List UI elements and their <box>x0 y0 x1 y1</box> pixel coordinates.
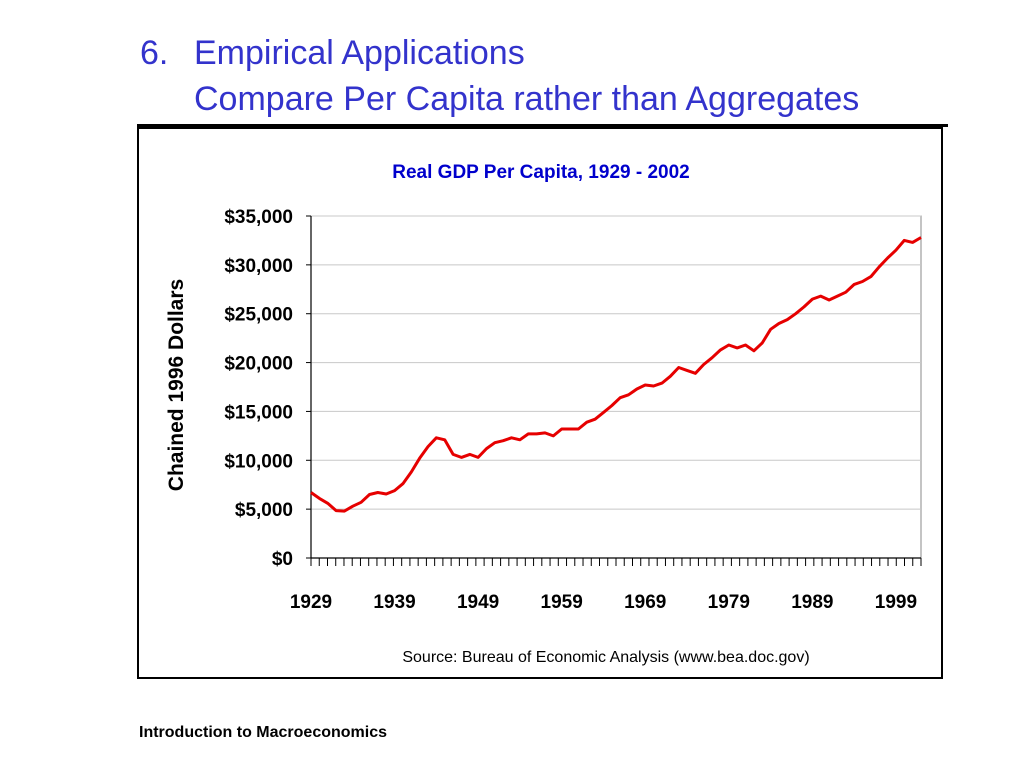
x-tick-label: 1939 <box>373 592 415 613</box>
slide-title-number: 6. <box>140 34 169 72</box>
x-tick-label: 1989 <box>791 592 833 613</box>
y-tick-label: $30,000 <box>224 256 293 277</box>
x-tick-label: 1929 <box>290 592 332 613</box>
slide-title-line2: Compare Per Capita rather than Aggregate… <box>194 80 860 118</box>
x-tick-label: 1949 <box>457 592 499 613</box>
y-tick-label: $20,000 <box>224 354 293 375</box>
plot-area: $0 $5,000 $10,000 $15,000 $20,000 $25,000 $30,… <box>224 207 922 613</box>
y-tick-label: $10,000 <box>224 451 293 472</box>
y-tick-label: $15,000 <box>224 402 293 423</box>
x-tick-label: 1979 <box>708 592 750 613</box>
slide-title-line1: Empirical Applications <box>194 34 525 72</box>
x-tick-label: 1999 <box>875 592 917 613</box>
title-divider <box>137 124 948 127</box>
x-tick-label: 1969 <box>624 592 666 613</box>
plot-border <box>310 215 922 559</box>
y-tick-label: $0 <box>272 549 293 570</box>
y-tick-label: $25,000 <box>224 305 293 326</box>
slide-title: 6. Empirical Applications Compare Per Cap… <box>140 30 859 122</box>
source-note: Source: Bureau of Economic Analysis (www… <box>402 649 809 666</box>
y-axis-label: Chained 1996 Dollars <box>165 279 188 491</box>
footer-text: Introduction to Macroeconomics <box>139 724 388 741</box>
y-tick-label: $5,000 <box>235 500 293 521</box>
x-tick-label: 1959 <box>541 592 583 613</box>
series-line <box>310 236 922 513</box>
y-tick-label: $35,000 <box>224 207 293 228</box>
chart-title: Real GDP Per Capita, 1929 - 2002 <box>392 162 689 183</box>
chart-frame <box>137 127 943 679</box>
